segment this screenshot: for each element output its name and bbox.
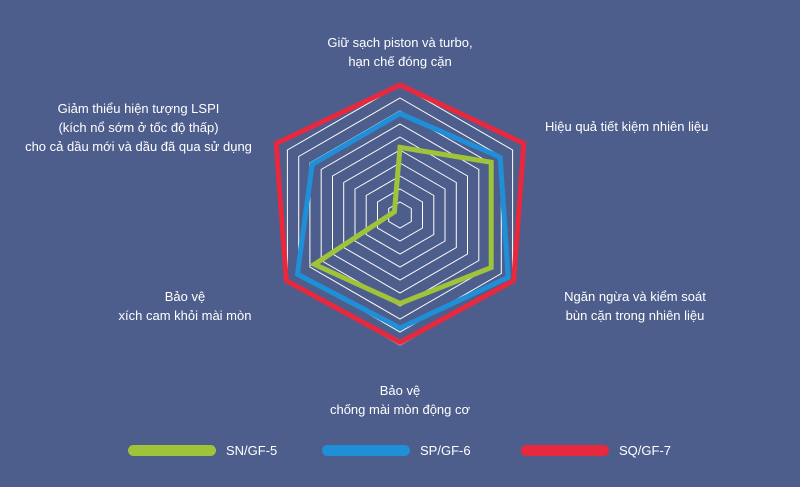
grid-ring-2 xyxy=(377,188,423,242)
legend-label-sp-gf6: SP/GF-6 xyxy=(420,442,471,458)
axis-label-timing-chain: Bảo vệ xích cam khỏi mài mòn xyxy=(118,289,252,323)
axis-label-piston-turbo: Giữ sạch piston và turbo, hạn chế đóng c… xyxy=(327,35,473,69)
grid-ring-6 xyxy=(332,136,468,294)
axis-label-lspi: Giảm thiểu hiện tượng LSPI (kích nổ sớm … xyxy=(25,101,252,154)
legend-swatch-sp-gf6 xyxy=(322,444,410,456)
grid-ring-5 xyxy=(343,149,457,281)
axis-label-sludge-control: Ngăn ngừa và kiểm soát bùn cặn trong nhi… xyxy=(564,289,706,323)
series-line-sn-gf-5 xyxy=(309,144,494,307)
grid-ring-3 xyxy=(365,175,435,255)
legend-label-sq-gf7: SQ/GF-7 xyxy=(619,442,672,458)
legend-swatch-sq-gf7 xyxy=(521,444,609,456)
legend-item-sn-gf5: SN/GF-5 xyxy=(128,437,277,463)
grid-ring-4 xyxy=(354,162,446,268)
axis-label-fuel-economy: Hiệu quả tiết kiệm nhiên liệu xyxy=(545,119,709,134)
legend-swatch-sn-gf5 xyxy=(128,444,216,456)
legend-item-sp-gf6: SP/GF-6 xyxy=(322,437,471,463)
axis-label-engine-wear: Bảo vệ chống mài mòn động cơ xyxy=(329,383,471,417)
series-line-sq-gf-7 xyxy=(273,82,527,346)
grid-ring-1 xyxy=(388,201,412,229)
series-line-sp-gf-6 xyxy=(294,110,511,331)
legend-item-sq-gf7: SQ/GF-7 xyxy=(521,437,671,463)
legend-label-sn-gf5: SN/GF-5 xyxy=(226,442,278,458)
